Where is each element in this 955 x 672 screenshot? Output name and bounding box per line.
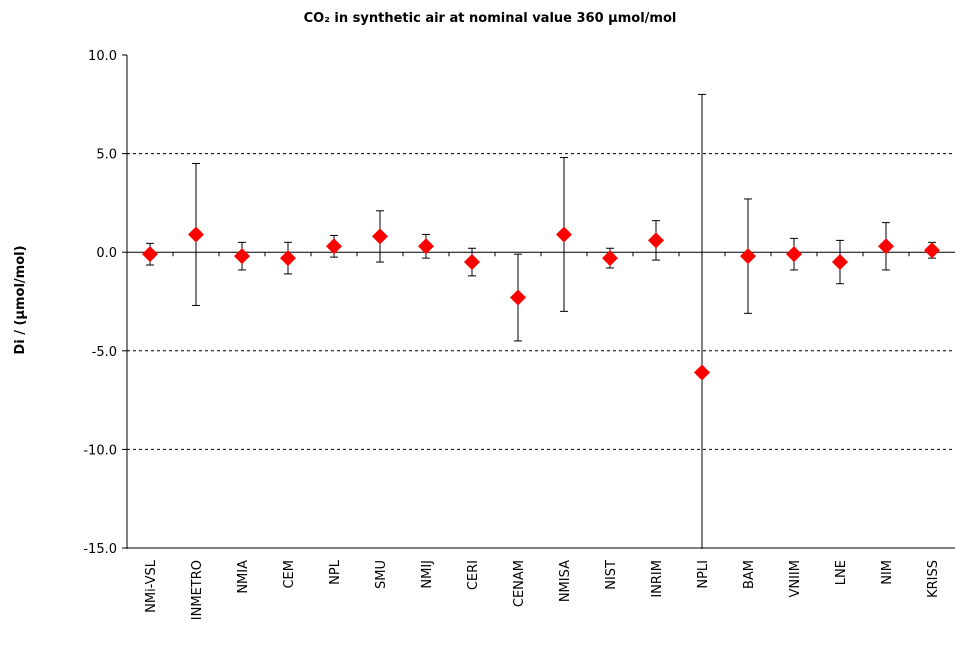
marker (740, 248, 756, 265)
x-tick-label: CERI (466, 560, 481, 590)
marker (372, 228, 388, 245)
plot-area (142, 93, 940, 549)
y-tick-label: -15.0 (83, 542, 117, 557)
marker (602, 250, 618, 267)
x-tick-label: NMi-VSL (144, 559, 159, 613)
x-tick-label: CENAM (512, 560, 527, 607)
marker (418, 238, 434, 255)
marker (786, 246, 802, 263)
x-tick-label: NMISA (558, 560, 573, 602)
marker (280, 250, 296, 267)
x-tick-label: NMIA (236, 560, 251, 594)
x-tick-label: NMIJ (420, 560, 435, 589)
marker (832, 254, 848, 271)
marker (878, 238, 894, 255)
marker (694, 364, 710, 381)
marker (326, 238, 342, 255)
marker (234, 248, 250, 265)
marker (510, 289, 526, 306)
y-tick-label: 10.0 (88, 49, 117, 64)
x-tick-label: CEM (282, 560, 297, 589)
marker (924, 242, 940, 259)
x-tick-label: BAM (742, 560, 757, 589)
y-tick-label: -5.0 (92, 345, 117, 360)
marker (142, 246, 158, 263)
x-tick-label: LNE (834, 560, 849, 585)
marker (648, 232, 664, 249)
x-tick-label: NPL (328, 559, 343, 585)
y-tick-label: 5.0 (96, 148, 117, 163)
x-tick-label: INMETRO (190, 560, 205, 620)
x-tick-label: NIM (880, 560, 895, 585)
marker (556, 226, 572, 243)
y-tick-label: 0.0 (96, 246, 117, 261)
marker (464, 254, 480, 271)
x-tick-label: VNIIM (788, 560, 803, 598)
y-axis-label: Di / (µmol/mol) (13, 245, 28, 354)
marker (188, 226, 204, 243)
x-tick-label: SMU (374, 560, 389, 589)
y-tick-label: -10.0 (83, 443, 117, 458)
x-tick-label: NIST (604, 560, 619, 590)
x-tick-label: NPLI (696, 560, 711, 589)
chart-title: CO₂ in synthetic air at nominal value 36… (304, 11, 677, 26)
x-tick-label: KRISS (926, 560, 941, 598)
x-tick-label: INRIM (650, 560, 665, 598)
